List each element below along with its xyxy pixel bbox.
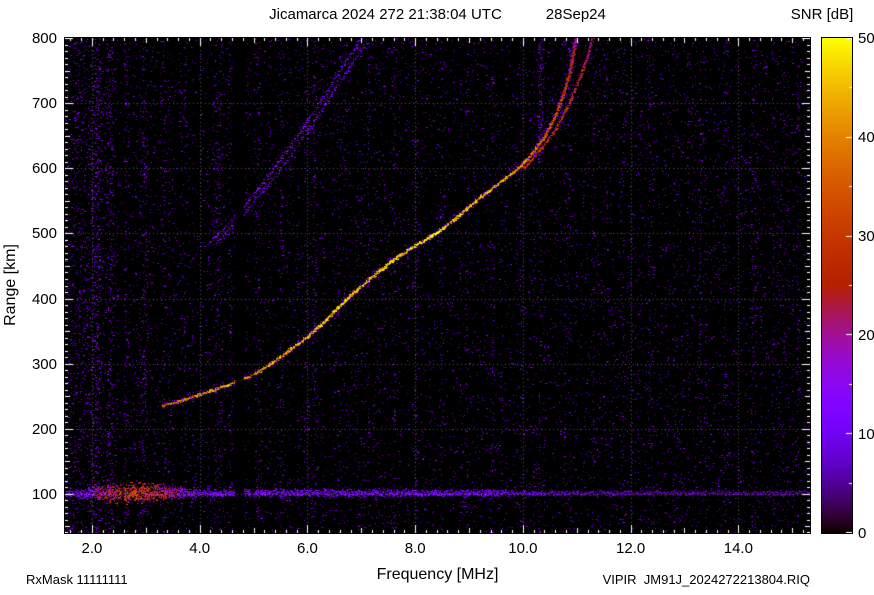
ionogram-heatmap bbox=[64, 37, 811, 534]
filename-label: VIPIR JM91J_2024272213804.RIQ bbox=[602, 572, 810, 587]
colorbar-tick-label: 0 bbox=[858, 525, 867, 542]
snr-colorbar bbox=[821, 37, 853, 534]
colorbar-tick-label: 30 bbox=[858, 228, 874, 245]
y-tick-label: 600 bbox=[31, 160, 57, 178]
colorbar-tick-label: 20 bbox=[858, 327, 874, 344]
plot-title: Jicamarca 2024 272 21:38:04 UTC bbox=[269, 6, 502, 23]
y-tick-label: 800 bbox=[31, 30, 57, 47]
colorbar-tick-label: 50 bbox=[858, 30, 874, 47]
colorbar-tick-label: 40 bbox=[858, 129, 874, 146]
y-axis-label: Range [km] bbox=[2, 244, 19, 326]
plot-date: 28Sep24 bbox=[545, 6, 606, 23]
y-tick-label: 500 bbox=[31, 225, 57, 243]
y-tick-label: 300 bbox=[31, 355, 57, 373]
x-tick-label: 12.0 bbox=[616, 540, 646, 557]
x-axis-label: Frequency [MHz] bbox=[376, 566, 499, 583]
x-tick-label: 4.0 bbox=[189, 540, 211, 557]
x-tick-label: 2.0 bbox=[81, 540, 103, 557]
x-tick-label: 14.0 bbox=[723, 540, 753, 557]
y-tick-label: 700 bbox=[31, 95, 57, 113]
y-tick-label: 400 bbox=[31, 290, 57, 308]
colorbar-tick-label: 10 bbox=[858, 426, 874, 443]
x-tick-label: 10.0 bbox=[508, 540, 538, 557]
title-row: Jicamarca 2024 272 21:38:04 UTC 28Sep24 bbox=[65, 6, 810, 23]
y-tick-label: 200 bbox=[31, 420, 57, 438]
rxmask-label: RxMask 11111111 bbox=[26, 572, 128, 587]
x-tick-label: 8.0 bbox=[404, 540, 426, 557]
colorbar-title: SNR [dB] bbox=[790, 6, 854, 23]
y-tick-label: 100 bbox=[31, 485, 57, 503]
x-tick-label: 6.0 bbox=[296, 540, 318, 557]
